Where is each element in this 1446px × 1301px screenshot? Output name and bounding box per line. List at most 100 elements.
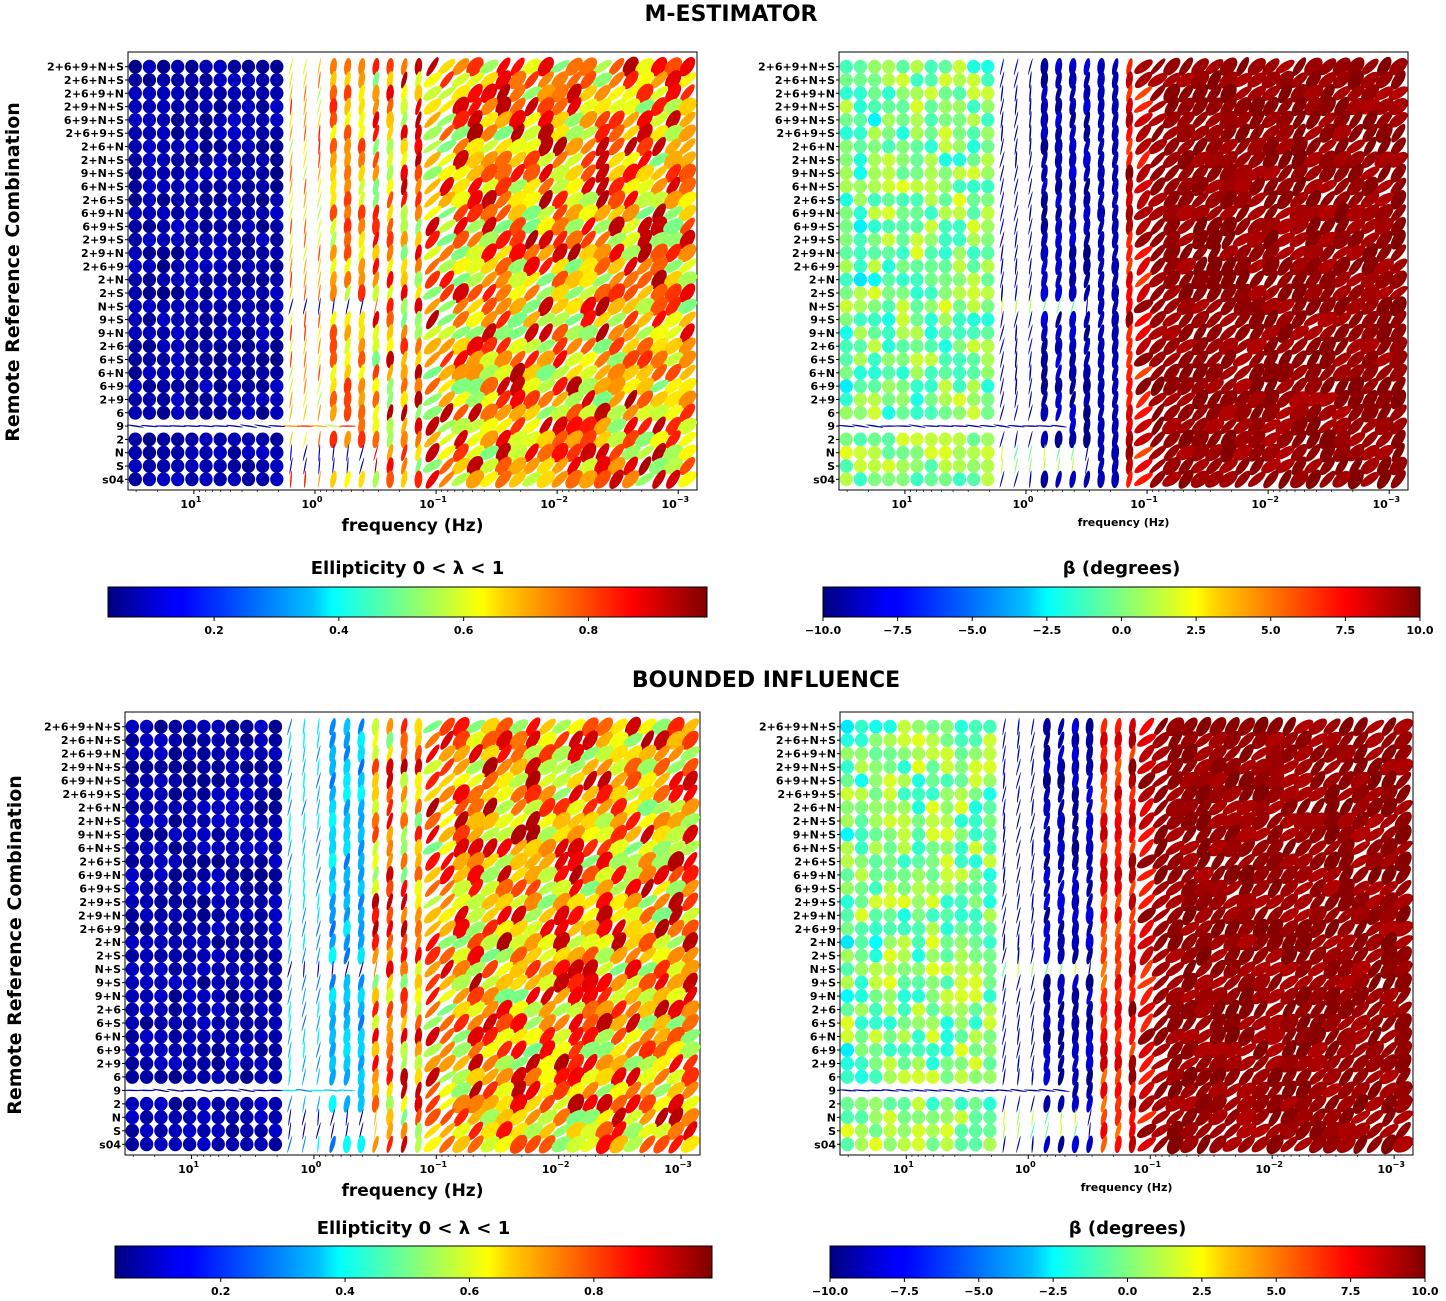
ellipse-marker — [635, 58, 655, 76]
ellipse-marker — [911, 841, 926, 855]
ellipse-marker — [865, 424, 884, 428]
ellipse-marker — [551, 457, 569, 475]
ellipse-marker — [168, 1056, 183, 1071]
ellipse-marker — [1220, 190, 1237, 210]
ellipse-marker — [940, 921, 954, 936]
ellipse-marker — [1014, 364, 1018, 382]
ellipse-marker — [1361, 377, 1379, 395]
ellipse-marker — [537, 110, 554, 130]
ellipse-marker — [1275, 406, 1295, 420]
ellipse-marker — [1391, 123, 1406, 143]
ellipse-marker — [607, 377, 626, 396]
ellipse-marker — [372, 364, 380, 382]
ellipse-marker — [425, 309, 440, 330]
ellipse-marker — [1055, 311, 1062, 329]
ellipse-marker — [536, 470, 556, 488]
ellipse-marker — [171, 112, 185, 127]
ellipse-marker — [329, 404, 337, 422]
ellipse-marker — [452, 297, 469, 315]
ellipse-marker — [1207, 243, 1221, 263]
ellipse-marker — [465, 219, 485, 234]
ellipse-marker — [330, 164, 337, 182]
ellipse-marker — [897, 827, 911, 842]
ellipse-marker — [981, 259, 995, 274]
ellipse-marker — [182, 1123, 197, 1138]
ellipse-marker — [317, 470, 321, 488]
ellipse-marker — [882, 445, 896, 460]
ellipse-marker — [1361, 84, 1379, 103]
ellipse-marker — [317, 430, 321, 449]
ellipse-marker — [211, 1056, 225, 1071]
ellipse-marker — [1054, 377, 1063, 395]
ellipse-marker — [1055, 164, 1062, 182]
ellipse-marker — [1178, 323, 1194, 343]
ellipse-marker — [1097, 244, 1105, 262]
ellipse-marker — [1247, 58, 1266, 76]
ellipse-marker — [578, 470, 598, 489]
ellipse-marker — [168, 1137, 183, 1152]
ellipse-marker — [607, 151, 626, 168]
ellipse-marker — [1303, 84, 1324, 102]
ellipse-marker — [1220, 256, 1237, 276]
ellipse-marker — [1097, 430, 1105, 449]
ellipse-marker — [318, 137, 321, 156]
ellipse-marker — [882, 139, 896, 154]
ellipse-marker — [1136, 256, 1151, 276]
ellipse-marker — [551, 71, 569, 89]
ellipse-marker — [1069, 231, 1077, 249]
ellipse-marker — [649, 112, 669, 128]
ellipse-marker — [1040, 124, 1049, 142]
row-tick-label: 2+N — [95, 936, 121, 949]
ellipse-marker — [524, 71, 540, 89]
ellipse-marker — [197, 827, 211, 842]
ellipse-marker — [199, 286, 213, 300]
ellipse-marker — [156, 152, 171, 167]
ellipse-marker — [425, 216, 440, 237]
ellipse-marker — [523, 311, 541, 328]
ellipse-marker — [1083, 284, 1091, 302]
ellipse-marker — [1126, 124, 1133, 142]
ellipse-marker — [386, 310, 394, 329]
ellipse-marker — [565, 164, 584, 182]
ellipse-marker — [452, 137, 469, 156]
ellipse-marker — [854, 719, 869, 734]
ellipse-marker — [635, 472, 655, 486]
ellipse-marker — [853, 365, 868, 380]
ellipse-marker — [564, 286, 584, 300]
ellipse-marker — [1318, 418, 1337, 434]
ellipse-marker — [678, 177, 696, 196]
ellipse-marker — [414, 310, 422, 329]
ellipse-marker — [910, 392, 924, 407]
ellipse-marker — [168, 800, 183, 815]
ellipse-marker — [1028, 231, 1032, 249]
ellipse-marker — [650, 283, 668, 303]
ellipse-marker — [954, 962, 969, 977]
ellipse-marker — [869, 733, 883, 748]
ellipse-marker — [940, 814, 954, 828]
ellipse-marker — [372, 231, 380, 249]
ellipse-marker — [452, 310, 469, 329]
ellipse-marker — [156, 166, 171, 181]
ellipse-marker — [1275, 246, 1295, 260]
ellipse-marker — [869, 881, 883, 896]
ellipse-marker — [924, 219, 938, 234]
ellipse-marker — [358, 217, 366, 236]
ellipse-marker — [197, 948, 211, 963]
ellipse-marker — [1205, 124, 1224, 142]
ellipse-marker — [423, 72, 442, 88]
ellipse-marker — [1333, 323, 1350, 343]
ellipse-marker — [1068, 364, 1077, 382]
ellipse-marker — [289, 97, 293, 116]
ellipse-marker — [386, 271, 394, 289]
ellipse-marker — [270, 299, 284, 314]
ellipse-marker — [637, 243, 652, 263]
ellipse-marker — [241, 432, 256, 447]
ellipse-marker — [414, 204, 422, 222]
ellipse-marker — [508, 70, 527, 90]
ellipse-marker — [896, 379, 910, 394]
ellipse-marker — [317, 58, 321, 76]
ellipse-marker — [663, 206, 683, 221]
ellipse-marker — [168, 787, 183, 802]
ellipse-marker — [270, 206, 284, 221]
ellipse-marker — [1085, 444, 1089, 462]
